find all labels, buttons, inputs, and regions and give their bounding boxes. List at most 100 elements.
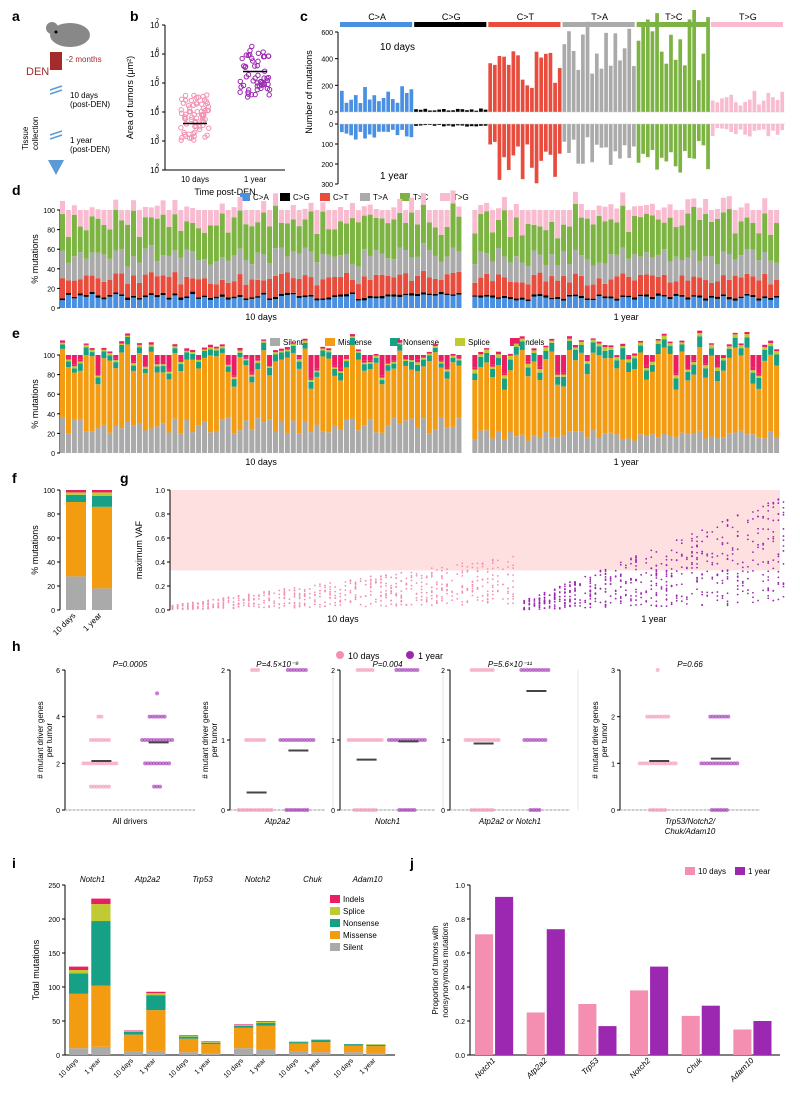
svg-text:40: 40	[47, 412, 55, 419]
svg-text:(post-DEN): (post-DEN)	[70, 100, 110, 109]
svg-text:C>A: C>A	[368, 12, 386, 22]
svg-text:# mutant driver genes: # mutant driver genes	[201, 701, 210, 778]
svg-text:Trp53/Notch2/: Trp53/Notch2/	[665, 817, 716, 826]
svg-text:0.2: 0.2	[455, 1019, 465, 1026]
svg-text:0: 0	[221, 808, 225, 815]
svg-text:0: 0	[329, 110, 333, 117]
svg-text:Trp53: Trp53	[192, 875, 213, 884]
svg-text:60: 60	[47, 247, 55, 254]
svg-text:20: 20	[47, 584, 55, 591]
svg-text:Area of tumors (μm²): Area of tumors (μm²)	[125, 56, 135, 139]
svg-text:1 year: 1 year	[84, 1057, 103, 1076]
svg-text:2: 2	[611, 715, 615, 722]
svg-text:Atp2a2: Atp2a2	[524, 1056, 549, 1081]
svg-text:1 year: 1 year	[641, 614, 666, 624]
svg-text:0: 0	[56, 808, 60, 815]
svg-text:4: 4	[156, 106, 160, 112]
svg-text:2: 2	[156, 164, 160, 170]
svg-text:% mutations: % mutations	[30, 525, 40, 575]
svg-text:0.0: 0.0	[455, 1053, 465, 1060]
svg-text:0.4: 0.4	[455, 985, 465, 992]
svg-text:250: 250	[48, 883, 60, 890]
svg-text:-2 months: -2 months	[66, 55, 102, 64]
svg-text:# mutant driver genes: # mutant driver genes	[36, 701, 45, 778]
svg-text:nonsynonymous mutations: nonsynonymous mutations	[441, 922, 450, 1017]
svg-text:Missense: Missense	[343, 931, 377, 940]
svg-text:100: 100	[43, 208, 55, 215]
svg-text:100: 100	[321, 142, 333, 149]
svg-text:DEN: DEN	[26, 66, 49, 78]
svg-text:% mutations: % mutations	[30, 379, 40, 429]
svg-text:0: 0	[51, 608, 55, 615]
svg-text:per tumor: per tumor	[45, 723, 54, 758]
svg-text:1: 1	[611, 761, 615, 768]
svg-text:40: 40	[47, 560, 55, 567]
svg-text:10 days: 10 days	[245, 312, 277, 322]
svg-text:2: 2	[331, 668, 335, 675]
svg-text:Notch1: Notch1	[473, 1056, 497, 1080]
svg-text:20: 20	[47, 431, 55, 438]
svg-text:C>G: C>G	[442, 12, 461, 22]
svg-text:3: 3	[156, 135, 160, 141]
svg-text:P=4.5×10⁻⁹: P=4.5×10⁻⁹	[256, 660, 299, 669]
svg-text:0.8: 0.8	[455, 917, 465, 924]
svg-text:6: 6	[156, 48, 160, 54]
svg-text:1.0: 1.0	[455, 883, 465, 890]
svg-text:P=0.66: P=0.66	[677, 660, 703, 669]
svg-text:T>G: T>G	[739, 12, 757, 22]
svg-text:0: 0	[329, 122, 333, 129]
svg-text:10 days: 10 days	[380, 42, 415, 53]
svg-text:10 days: 10 days	[58, 1057, 81, 1080]
svg-text:3: 3	[611, 668, 615, 675]
svg-text:60: 60	[47, 392, 55, 399]
svg-text:Atp2a2: Atp2a2	[134, 875, 161, 884]
svg-text:Notch2: Notch2	[245, 875, 271, 884]
svg-text:1 year: 1 year	[244, 175, 267, 184]
svg-text:All drivers: All drivers	[112, 817, 147, 826]
svg-text:C>T: C>T	[517, 12, 535, 22]
svg-text:collection: collection	[31, 117, 40, 150]
svg-text:2: 2	[441, 668, 445, 675]
svg-text:2: 2	[56, 761, 60, 768]
svg-text:Atp2a2 or Notch1: Atp2a2 or Notch1	[478, 817, 541, 826]
svg-text:10 days: 10 days	[70, 91, 98, 100]
svg-text:0: 0	[331, 808, 335, 815]
svg-text:Chuk: Chuk	[303, 875, 323, 884]
svg-text:100: 100	[48, 985, 60, 992]
svg-text:100: 100	[43, 488, 55, 495]
svg-text:0: 0	[441, 808, 445, 815]
svg-text:Total mutations: Total mutations	[31, 939, 41, 1000]
svg-text:10 days: 10 days	[51, 611, 77, 637]
svg-text:300: 300	[321, 182, 333, 189]
svg-text:C>G: C>G	[293, 193, 310, 202]
svg-text:1 year: 1 year	[81, 611, 103, 633]
svg-text:Number of mutations: Number of mutations	[304, 50, 314, 134]
svg-text:200: 200	[48, 917, 60, 924]
svg-text:0: 0	[51, 306, 55, 313]
svg-text:80: 80	[47, 228, 55, 235]
svg-text:10 days: 10 days	[168, 1057, 191, 1080]
svg-text:0.8: 0.8	[155, 512, 165, 519]
svg-text:10 days: 10 days	[113, 1057, 136, 1080]
svg-text:1: 1	[221, 738, 225, 745]
svg-text:1 year: 1 year	[304, 1057, 323, 1076]
svg-text:0.6: 0.6	[155, 536, 165, 543]
svg-text:10 days: 10 days	[698, 867, 726, 876]
svg-text:2: 2	[221, 668, 225, 675]
svg-text:0.2: 0.2	[155, 584, 165, 591]
svg-text:1 year: 1 year	[380, 171, 408, 182]
svg-text:40: 40	[47, 267, 55, 274]
svg-text:Notch1: Notch1	[80, 875, 105, 884]
svg-text:10 days: 10 days	[181, 175, 209, 184]
svg-text:10 days: 10 days	[333, 1057, 356, 1080]
svg-text:200: 200	[321, 83, 333, 90]
svg-text:Proportion of tumors with: Proportion of tumors with	[431, 926, 440, 1015]
svg-text:maximum VAF: maximum VAF	[134, 520, 144, 579]
svg-text:0.0: 0.0	[155, 608, 165, 615]
svg-text:Notch1: Notch1	[375, 817, 400, 826]
svg-text:Splice: Splice	[343, 907, 365, 916]
svg-text:5: 5	[156, 77, 160, 83]
svg-text:Chuk/Adam10: Chuk/Adam10	[665, 827, 716, 836]
svg-text:1: 1	[441, 738, 445, 745]
svg-text:0: 0	[51, 451, 55, 458]
